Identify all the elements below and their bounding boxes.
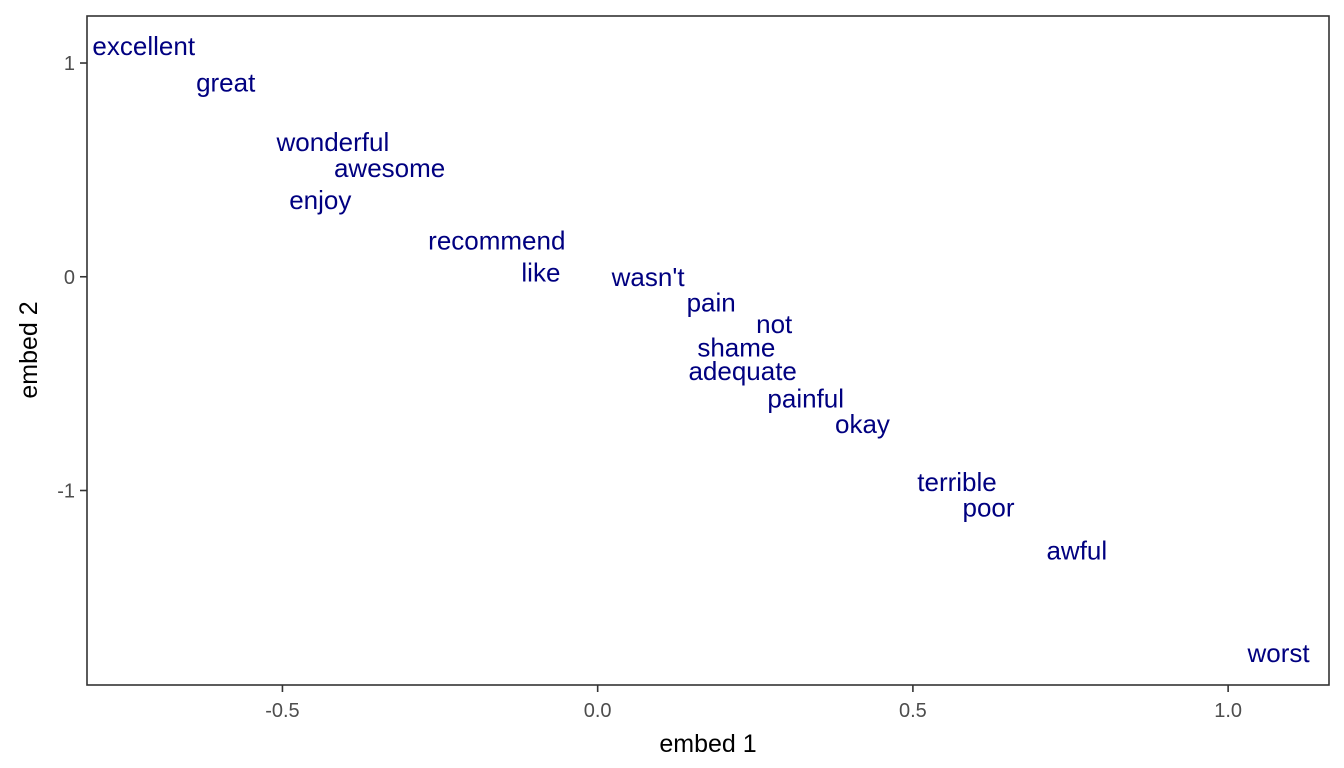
word-label-pain: pain: [687, 287, 736, 317]
x-axis-title: embed 1: [659, 730, 756, 758]
word-label-excellent: excellent: [92, 31, 195, 61]
word-label-terrible: terrible: [917, 467, 996, 497]
word-label-okay: okay: [835, 409, 890, 439]
word-label-like: like: [521, 257, 560, 287]
x-axis-ticks: -0.5 0.0 0.5 1.0: [265, 685, 1242, 722]
word-label-poor: poor: [963, 493, 1015, 523]
word-label-worst: worst: [1247, 638, 1311, 668]
y-axis-ticks: -1 0 1: [57, 53, 87, 502]
word-label-awesome: awesome: [334, 153, 445, 183]
panel-border: [86, 15, 1330, 686]
word-label-great: great: [196, 67, 256, 97]
word-label-adequate: adequate: [688, 356, 796, 386]
word-label-enjoy: enjoy: [289, 185, 351, 215]
y-tick-label: 0: [64, 267, 75, 289]
word-label-shame: shame: [697, 332, 775, 362]
y-axis-title: embed 2: [15, 301, 43, 398]
word-label-recommend: recommend: [428, 225, 565, 255]
x-tick-label: 1.0: [1214, 700, 1242, 722]
x-tick-label: -0.5: [265, 700, 299, 722]
x-tick-label: 0.5: [899, 700, 927, 722]
word-label-painful: painful: [767, 384, 844, 414]
y-tick-label: 1: [64, 53, 75, 75]
word-label-wasn-t: wasn't: [611, 262, 686, 292]
x-tick-label: 0.0: [584, 700, 612, 722]
y-tick-label: -1: [57, 480, 75, 502]
word-label-awful: awful: [1046, 535, 1107, 565]
word-label-not: not: [756, 309, 793, 339]
word-label-wonderful: wonderful: [276, 127, 390, 157]
